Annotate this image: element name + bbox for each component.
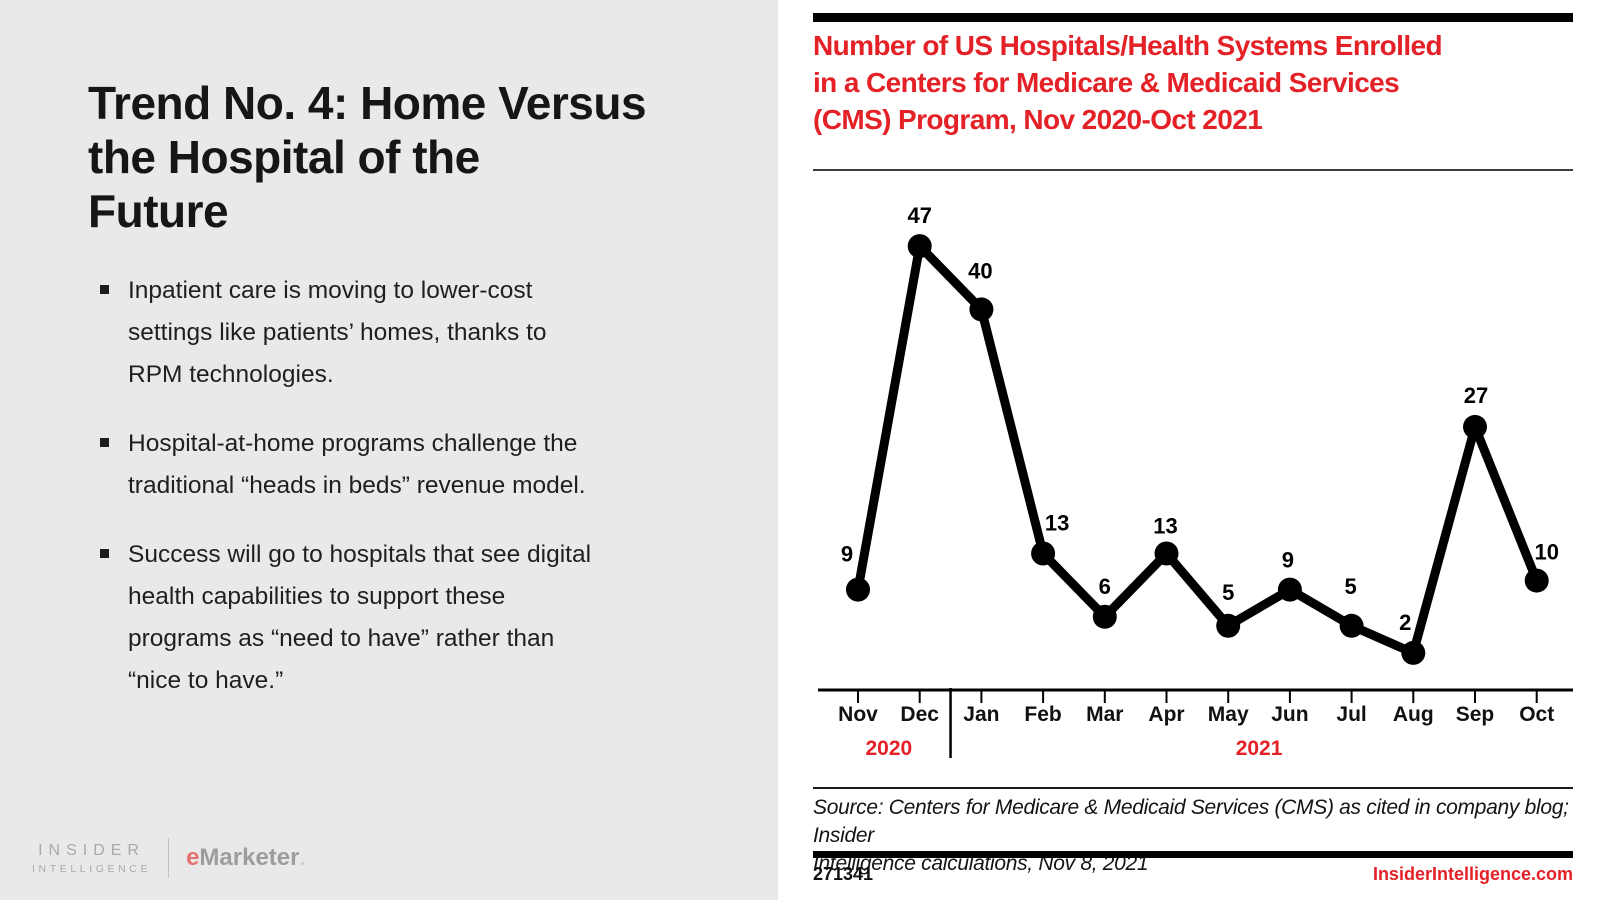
- brand-footer: INSIDER INTELLIGENCE eMarketer: [32, 838, 305, 878]
- svg-text:Apr: Apr: [1148, 703, 1184, 726]
- svg-text:Oct: Oct: [1519, 703, 1554, 726]
- svg-text:2021: 2021: [1236, 737, 1283, 760]
- chart-id: 271341: [813, 864, 874, 884]
- svg-text:2: 2: [1399, 610, 1411, 635]
- svg-text:6: 6: [1099, 574, 1111, 599]
- svg-text:Mar: Mar: [1086, 703, 1123, 726]
- svg-text:Sep: Sep: [1456, 703, 1495, 726]
- svg-text:27: 27: [1464, 383, 1488, 408]
- chart-title: Number of US Hospitals/Health Systems En…: [813, 30, 1443, 135]
- logo-divider: [168, 838, 170, 878]
- svg-text:47: 47: [907, 203, 931, 228]
- svg-text:5: 5: [1222, 580, 1234, 605]
- svg-text:13: 13: [1045, 510, 1069, 535]
- slide-title: Trend No. 4: Home Versus the Hospital of…: [88, 77, 647, 237]
- emarketer-logo: eMarketer: [186, 844, 305, 872]
- svg-text:Jul: Jul: [1336, 703, 1366, 726]
- bullet-square-icon: [100, 438, 109, 447]
- svg-text:Nov: Nov: [838, 703, 878, 726]
- emarketer-e: e: [186, 844, 200, 871]
- chart-panel: Number of US Hospitals/Health Systems En…: [778, 0, 1600, 900]
- bullet-square-icon: [100, 285, 109, 294]
- line-chart: Nov Dec Jan Feb Mar Apr May Jun Jul Aug Sep Oct 2020…: [818, 203, 1573, 760]
- text-panel: Trend No. 4: Home Versus the Hospital of…: [0, 0, 778, 900]
- svg-text:5: 5: [1344, 574, 1356, 599]
- svg-text:Jan: Jan: [963, 703, 999, 726]
- bullet-item: Hospital-at-home programs challenge the …: [98, 423, 718, 507]
- bullet-item: Success will go to hospitals that see di…: [98, 534, 718, 702]
- svg-text:Jun: Jun: [1271, 703, 1308, 726]
- title-rule: [813, 169, 1573, 171]
- emarketer-trademark-dot: [301, 862, 305, 865]
- svg-text:2020: 2020: [865, 737, 912, 760]
- svg-text:Feb: Feb: [1024, 703, 1061, 726]
- bullet-square-icon: [100, 549, 109, 558]
- insider-intelligence-logo: INSIDER INTELLIGENCE: [32, 842, 151, 875]
- bullet-item: Inpatient care is moving to lower-cost s…: [98, 270, 718, 396]
- svg-text:Aug: Aug: [1393, 703, 1434, 726]
- svg-text:Dec: Dec: [900, 703, 939, 726]
- bottom-rule: [813, 851, 1573, 858]
- bullet-text: Hospital-at-home programs challenge the …: [128, 430, 586, 499]
- svg-text:40: 40: [968, 258, 992, 283]
- svg-text:10: 10: [1534, 540, 1558, 565]
- source-rule: [813, 787, 1573, 789]
- emarketer-wordmark: Marketer: [199, 844, 300, 871]
- bullet-text: Inpatient care is moving to lower-cost s…: [128, 277, 547, 388]
- svg-text:9: 9: [841, 542, 853, 567]
- bullet-text: Success will go to hospitals that see di…: [128, 541, 592, 694]
- svg-text:13: 13: [1153, 513, 1177, 538]
- site-link[interactable]: InsiderIntelligence.com: [1372, 864, 1573, 884]
- svg-text:9: 9: [1282, 548, 1294, 573]
- top-rule: [813, 13, 1573, 22]
- insider-wordmark: INSIDER: [38, 841, 145, 859]
- svg-text:May: May: [1208, 703, 1249, 726]
- bullet-list: Inpatient care is moving to lower-cost s…: [98, 270, 718, 729]
- intelligence-wordmark: INTELLIGENCE: [32, 862, 152, 875]
